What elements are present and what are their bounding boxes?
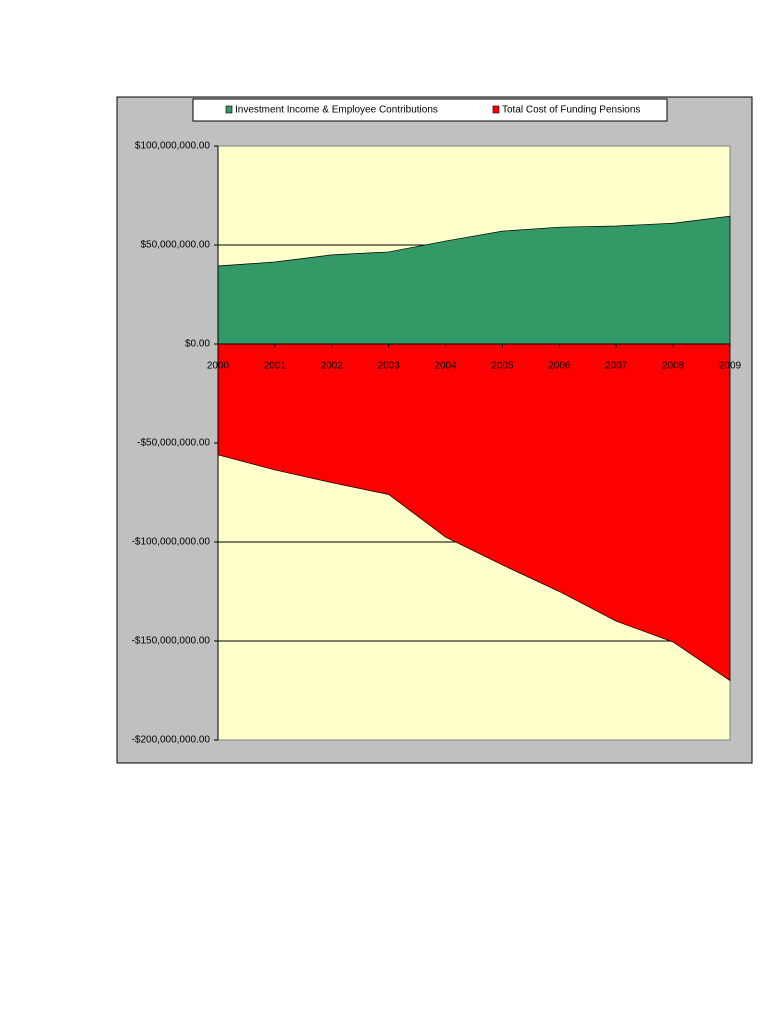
legend-swatch: [492, 105, 500, 114]
y-tick-label: $50,000,000.00: [140, 240, 210, 251]
x-tick-label: 2000: [207, 361, 230, 372]
area: [217, 215, 731, 345]
x-tick-label: 2007: [605, 361, 628, 372]
x-tick-label: 2002: [321, 361, 344, 372]
y-tick-label: -$200,000,000.00: [132, 735, 211, 746]
y-tick-label: $0.00: [185, 339, 210, 350]
x-tick-label: 2009: [719, 361, 742, 372]
x-tick-label: 2005: [491, 361, 514, 372]
x-tick-label: 2008: [662, 361, 685, 372]
y-tick-label: -$50,000,000.00: [137, 438, 210, 449]
legend-label: Total Cost of Funding Pensions: [502, 105, 640, 116]
legend-label: Investment Income & Employee Contributio…: [235, 105, 438, 116]
x-tick-label: 2001: [264, 361, 287, 372]
legend-swatch: [225, 105, 233, 114]
y-tick-label: $100,000,000.00: [135, 141, 211, 152]
y-tick-label: -$150,000,000.00: [132, 636, 211, 647]
y-tick-label: -$100,000,000.00: [132, 537, 211, 548]
x-tick-label: 2006: [548, 361, 571, 372]
x-tick-label: 2003: [378, 361, 401, 372]
legend-box: [192, 98, 668, 122]
area: [217, 343, 731, 682]
x-tick-label: 2004: [434, 361, 457, 372]
